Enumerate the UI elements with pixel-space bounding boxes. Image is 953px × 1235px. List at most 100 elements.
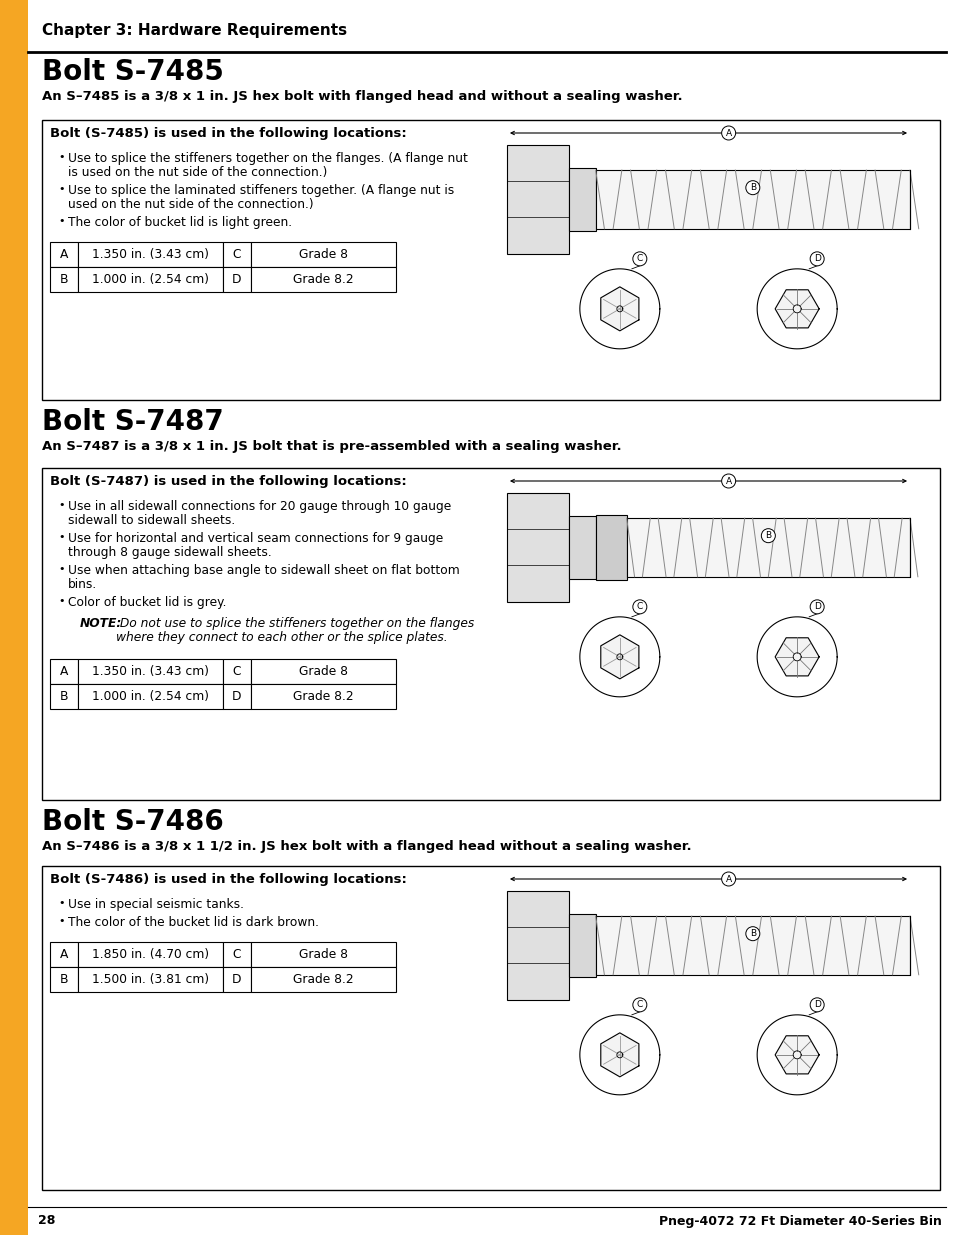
Bar	[50, 267, 78, 291]
Text: NOTE:: NOTE:	[80, 618, 122, 630]
Polygon shape	[775, 1036, 819, 1074]
Bar	[595, 515, 626, 579]
Text: Bolt (S-7485) is used in the following locations:: Bolt (S-7485) is used in the following l…	[50, 127, 406, 141]
Bar	[251, 659, 395, 684]
Text: A: A	[725, 128, 731, 137]
Text: 1.000 in. (2.54 cm): 1.000 in. (2.54 cm)	[91, 273, 209, 287]
Bar	[78, 684, 223, 709]
Text: Color of bucket lid is grey.: Color of bucket lid is grey.	[68, 597, 226, 609]
Text: Bolt S-7486: Bolt S-7486	[42, 808, 224, 836]
Text: where they connect to each other or the splice plates.: where they connect to each other or the …	[116, 631, 447, 643]
Text: C: C	[636, 603, 642, 611]
Text: •: •	[58, 500, 65, 510]
Text: D: D	[232, 273, 241, 287]
Bar	[223, 242, 251, 267]
Text: •: •	[58, 898, 65, 908]
Text: used on the nut side of the connection.): used on the nut side of the connection.)	[68, 198, 314, 211]
Text: C: C	[233, 248, 241, 261]
Circle shape	[720, 126, 735, 140]
Text: C: C	[636, 1000, 642, 1009]
Text: D: D	[232, 690, 241, 703]
Text: Grade 8: Grade 8	[298, 664, 348, 678]
Text: A: A	[725, 477, 731, 485]
Bar	[223, 659, 251, 684]
Circle shape	[745, 180, 759, 195]
Circle shape	[809, 252, 823, 266]
Bar	[50, 684, 78, 709]
Text: Bolt (S-7487) is used in the following locations:: Bolt (S-7487) is used in the following l…	[50, 475, 406, 489]
Bar	[42, 468, 939, 800]
Bar	[223, 942, 251, 967]
Bar	[78, 242, 223, 267]
Text: A: A	[60, 248, 68, 261]
Bar	[78, 942, 223, 967]
Bar	[42, 866, 939, 1191]
Text: Use in special seismic tanks.: Use in special seismic tanks.	[68, 898, 244, 911]
Bar	[78, 659, 223, 684]
Polygon shape	[600, 635, 639, 679]
Text: •: •	[58, 152, 65, 162]
Text: B: B	[764, 531, 771, 540]
Bar	[251, 967, 395, 992]
Polygon shape	[600, 1032, 639, 1077]
Text: D: D	[813, 603, 820, 611]
Text: bins.: bins.	[68, 578, 97, 592]
Text: Pneg-4072 72 Ft Diameter 40-Series Bin: Pneg-4072 72 Ft Diameter 40-Series Bin	[659, 1214, 941, 1228]
Text: 1.000 in. (2.54 cm): 1.000 in. (2.54 cm)	[91, 690, 209, 703]
Text: B: B	[749, 929, 755, 939]
Bar	[223, 684, 251, 709]
Polygon shape	[775, 290, 819, 329]
Circle shape	[632, 252, 646, 266]
Bar	[251, 684, 395, 709]
Bar	[50, 659, 78, 684]
Circle shape	[720, 474, 735, 488]
Bar	[506, 144, 569, 254]
Bar	[569, 914, 595, 977]
Circle shape	[809, 998, 823, 1011]
Bar	[251, 242, 395, 267]
Text: is used on the nut side of the connection.): is used on the nut side of the connectio…	[68, 165, 327, 179]
Text: Bolt S-7485: Bolt S-7485	[42, 58, 224, 86]
Text: The color of bucket lid is light green.: The color of bucket lid is light green.	[68, 216, 292, 228]
Circle shape	[760, 529, 775, 542]
Text: D: D	[813, 1000, 820, 1009]
Bar	[78, 267, 223, 291]
Text: D: D	[232, 973, 241, 986]
Bar	[506, 890, 569, 1000]
Polygon shape	[600, 287, 639, 331]
Bar	[595, 170, 909, 228]
Text: Grade 8.2: Grade 8.2	[293, 690, 354, 703]
Bar	[50, 242, 78, 267]
Bar	[50, 967, 78, 992]
Text: 1.350 in. (3.43 cm): 1.350 in. (3.43 cm)	[91, 664, 209, 678]
Text: An S–7487 is a 3/8 x 1 in. JS bolt that is pre-assembled with a sealing washer.: An S–7487 is a 3/8 x 1 in. JS bolt that …	[42, 440, 621, 453]
Text: The color of the bucket lid is dark brown.: The color of the bucket lid is dark brow…	[68, 916, 318, 929]
Bar	[251, 942, 395, 967]
Text: B: B	[60, 690, 69, 703]
Text: •: •	[58, 532, 65, 542]
Bar	[223, 267, 251, 291]
Circle shape	[632, 600, 646, 614]
Text: A: A	[60, 948, 68, 961]
Circle shape	[745, 926, 759, 941]
Text: 1.350 in. (3.43 cm): 1.350 in. (3.43 cm)	[91, 248, 209, 261]
Text: Chapter 3: Hardware Requirements: Chapter 3: Hardware Requirements	[42, 22, 347, 37]
Text: Do not use to splice the stiffeners together on the flanges: Do not use to splice the stiffeners toge…	[116, 618, 474, 630]
Text: Grade 8.2: Grade 8.2	[293, 273, 354, 287]
Bar	[626, 517, 909, 577]
Text: A: A	[725, 874, 731, 883]
Text: Use for horizontal and vertical seam connections for 9 gauge: Use for horizontal and vertical seam con…	[68, 532, 443, 545]
Polygon shape	[775, 637, 819, 676]
Text: An S–7486 is a 3/8 x 1 1/2 in. JS hex bolt with a flanged head without a sealing: An S–7486 is a 3/8 x 1 1/2 in. JS hex bo…	[42, 840, 691, 853]
Text: Use in all sidewall connections for 20 gauge through 10 gauge: Use in all sidewall connections for 20 g…	[68, 500, 451, 513]
Bar	[78, 967, 223, 992]
Bar	[506, 493, 569, 601]
Text: Bolt S-7487: Bolt S-7487	[42, 408, 224, 436]
Text: through 8 gauge sidewall sheets.: through 8 gauge sidewall sheets.	[68, 546, 272, 559]
Bar	[0, 0, 28, 1235]
Text: Grade 8: Grade 8	[298, 248, 348, 261]
Bar	[569, 516, 595, 579]
Text: B: B	[60, 273, 69, 287]
Text: An S–7485 is a 3/8 x 1 in. JS hex bolt with flanged head and without a sealing w: An S–7485 is a 3/8 x 1 in. JS hex bolt w…	[42, 90, 682, 103]
Text: 1.500 in. (3.81 cm): 1.500 in. (3.81 cm)	[91, 973, 209, 986]
